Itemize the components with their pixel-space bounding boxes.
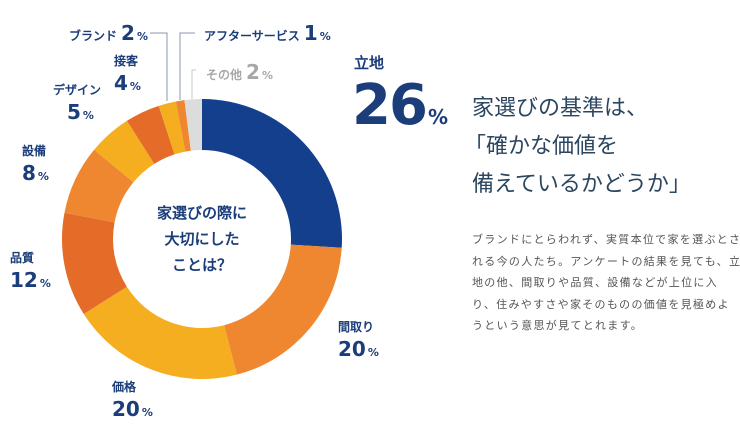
leader-line	[191, 69, 196, 99]
label-design: デザイン 5%	[53, 83, 102, 124]
donut-center-label: 家選びの際に 大切にした ことは？	[142, 200, 262, 278]
label-price: 価格 20%	[112, 380, 153, 421]
center-line: 家選びの際に	[156, 204, 247, 222]
label-other: その他 2%	[206, 60, 273, 84]
label-equipment: 設備 8%	[22, 144, 49, 185]
slice-3	[61, 212, 127, 315]
leader-line	[179, 32, 195, 100]
slice-5	[94, 120, 155, 183]
slice-7	[158, 101, 186, 155]
center-line: 大切にした	[164, 230, 240, 248]
label-brand: ブランド 2%	[69, 21, 148, 45]
slice-2	[83, 286, 237, 380]
headline-line: 家選びの基準は、	[472, 96, 649, 121]
center-line: ことは？	[171, 256, 232, 274]
slice-6	[126, 105, 175, 164]
leader-line	[150, 32, 168, 101]
label-location: 立地 26%	[352, 54, 448, 138]
headline: 家選びの基準は、 「確かな価値を 備えているかどうか」	[464, 90, 691, 204]
slice-9	[184, 99, 202, 151]
label-layout: 間取り 20%	[338, 320, 379, 361]
body-text: ブランドにとらわれず、実質本位で家を選ぶとされる今の人たち。アンケートの結果を見…	[472, 233, 740, 332]
slice-0	[202, 99, 342, 248]
slice-8	[175, 100, 191, 152]
slice-4	[64, 149, 134, 223]
headline-line: 備えているかどうか」	[472, 172, 691, 197]
label-quality: 品質 12%	[10, 251, 51, 292]
slice-1	[224, 244, 342, 375]
headline-line: 「確かな価値を	[464, 134, 619, 159]
label-after-service: アフターサービス 1%	[204, 21, 331, 45]
label-service: 接客 4%	[114, 54, 141, 95]
